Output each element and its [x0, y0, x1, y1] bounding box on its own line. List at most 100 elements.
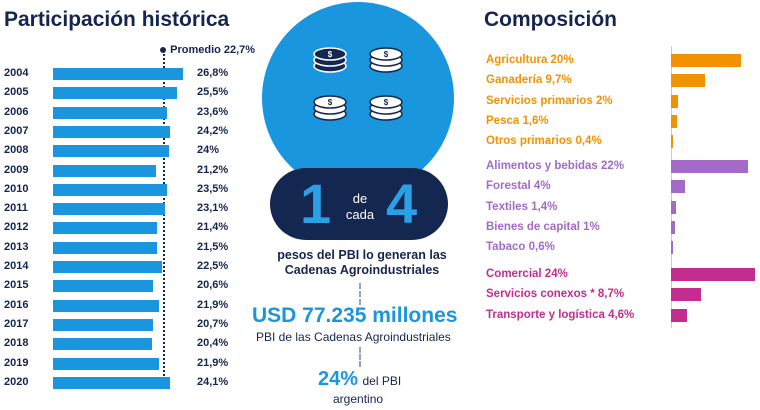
svg-text:$: $: [328, 98, 333, 107]
coins-circle: [262, 2, 454, 194]
svg-text:$: $: [328, 50, 333, 59]
connector-dash-2: [359, 347, 361, 367]
year-share-value: 24,2%: [197, 124, 229, 137]
composition-bar: [671, 241, 674, 255]
year-share-bar: [53, 87, 177, 100]
pct-suffix: del PBI: [362, 374, 402, 388]
composition-bar: [671, 308, 688, 322]
composition-label: Otros primarios 0,4%: [486, 135, 602, 148]
year-label: 2013: [4, 240, 29, 253]
year-label: 2011: [4, 202, 28, 215]
coin-stack-icon: $: [313, 47, 347, 73]
svg-text:$: $: [384, 98, 389, 107]
year-share-value: 20,4%: [197, 337, 229, 350]
year-share-bar: [53, 125, 171, 138]
coin-stack-icon: $: [369, 47, 403, 73]
composition-label: Agricultura 20%: [486, 54, 574, 66]
big-number-four: 4: [386, 172, 418, 235]
pct-line2: argentino: [333, 392, 384, 406]
year-label: 2009: [4, 163, 29, 176]
composition-bar: [671, 160, 748, 173]
composition-label: Transporte y logística 4,6%: [486, 308, 635, 321]
composition-label: Forestal 4%: [486, 180, 551, 193]
composition-bar: [671, 135, 673, 149]
year-share-bar: [53, 338, 152, 351]
year-share-bar: [53, 241, 158, 254]
year-share-bar: [53, 318, 154, 331]
year-share-bar: [53, 299, 160, 312]
year-share-bar: [53, 357, 160, 370]
year-label: 2004: [4, 67, 29, 79]
year-share-value: 21,4%: [197, 221, 229, 234]
year-label: 2019: [4, 356, 29, 369]
cada-label: cada: [345, 207, 375, 222]
composition-label: Servicios conexos * 8,7%: [486, 288, 625, 301]
year-share-bar: [53, 183, 167, 196]
de-label: de: [352, 191, 368, 206]
average-label: Promedio 22,7%: [170, 44, 256, 56]
year-share-value: 24%: [197, 144, 220, 157]
year-share-value: 21,9%: [197, 356, 229, 369]
year-share-value: 21,9%: [197, 298, 229, 311]
year-share-bar: [53, 203, 166, 216]
year-share-bar: [53, 106, 168, 119]
year-label: 2008: [4, 144, 29, 157]
pct-value: 24%: [318, 368, 359, 390]
year-label: 2015: [4, 279, 29, 292]
year-share-value: 21,2%: [197, 163, 229, 176]
year-label: 2012: [4, 221, 29, 234]
pbi-caption-line1: pesos del PBI lo generan las: [277, 248, 447, 262]
year-share-bar: [53, 222, 157, 235]
composition-bar: [671, 268, 755, 281]
left-chart-title: Participación histórica: [4, 8, 230, 31]
year-share-value: 23,1%: [197, 202, 229, 215]
year-label: 2005: [4, 86, 29, 99]
composition-bar: [671, 94, 678, 108]
year-label: 2017: [4, 317, 29, 330]
big-number-one: 1: [300, 172, 332, 235]
year-label: 2014: [4, 260, 29, 272]
usd-caption: PBI de las Cadenas Agroindustriales: [256, 330, 451, 344]
composition-label: Textiles 1,4%: [486, 200, 558, 213]
pbi-caption: pesos del PBI lo generan las Cadenas Agr…: [262, 248, 462, 278]
year-label: 2007: [4, 124, 29, 137]
composition-label: Servicios primarios 2%: [486, 94, 613, 107]
composition-label: Ganadería 9,7%: [486, 74, 572, 87]
composition-bar: [671, 200, 676, 214]
composition-label: Bienes de capital 1%: [486, 220, 600, 233]
year-share-bar: [53, 164, 156, 177]
composition-bar: [671, 180, 685, 194]
composition-bar: [671, 114, 677, 128]
year-label: 2020: [4, 375, 29, 388]
composition-label: Pesca 1,6%: [486, 114, 549, 127]
year-label: 2006: [4, 105, 29, 118]
composition-label: Alimentos y bebidas 22%: [486, 160, 625, 172]
pct-line: 24% del PBI: [318, 368, 401, 391]
composition-bar: [671, 54, 741, 67]
composition-bar: [671, 74, 705, 88]
year-label: 2018: [4, 337, 29, 350]
coin-stack-icon: $: [313, 95, 347, 121]
year-share-bar: [53, 280, 153, 293]
year-share-bar: [53, 68, 183, 80]
composition-bar: [671, 220, 675, 234]
year-share-value: 23,5%: [197, 182, 229, 195]
year-share-bar: [53, 145, 170, 158]
year-share-bar: [53, 376, 170, 389]
year-share-value: 25,5%: [197, 86, 229, 99]
average-marker-dot: [160, 47, 167, 53]
year-share-bar: [53, 261, 163, 273]
year-label: 2016: [4, 298, 29, 311]
svg-text:$: $: [384, 50, 389, 59]
year-share-value: 26,8%: [197, 67, 229, 79]
right-chart-title: Composición: [484, 8, 618, 31]
year-share-value: 20,6%: [197, 279, 229, 292]
year-share-value: 24,1%: [197, 375, 229, 388]
year-label: 2010: [4, 182, 29, 195]
year-share-value: 22,5%: [197, 260, 229, 272]
year-share-value: 23,6%: [197, 105, 229, 118]
connector-dash-1: [359, 283, 361, 305]
usd-amount: USD 77.235 millones: [252, 304, 458, 327]
coins-illustration: $ $ $ $: [313, 47, 403, 121]
pbi-caption-line2: Cadenas Agroindustriales: [284, 263, 440, 277]
